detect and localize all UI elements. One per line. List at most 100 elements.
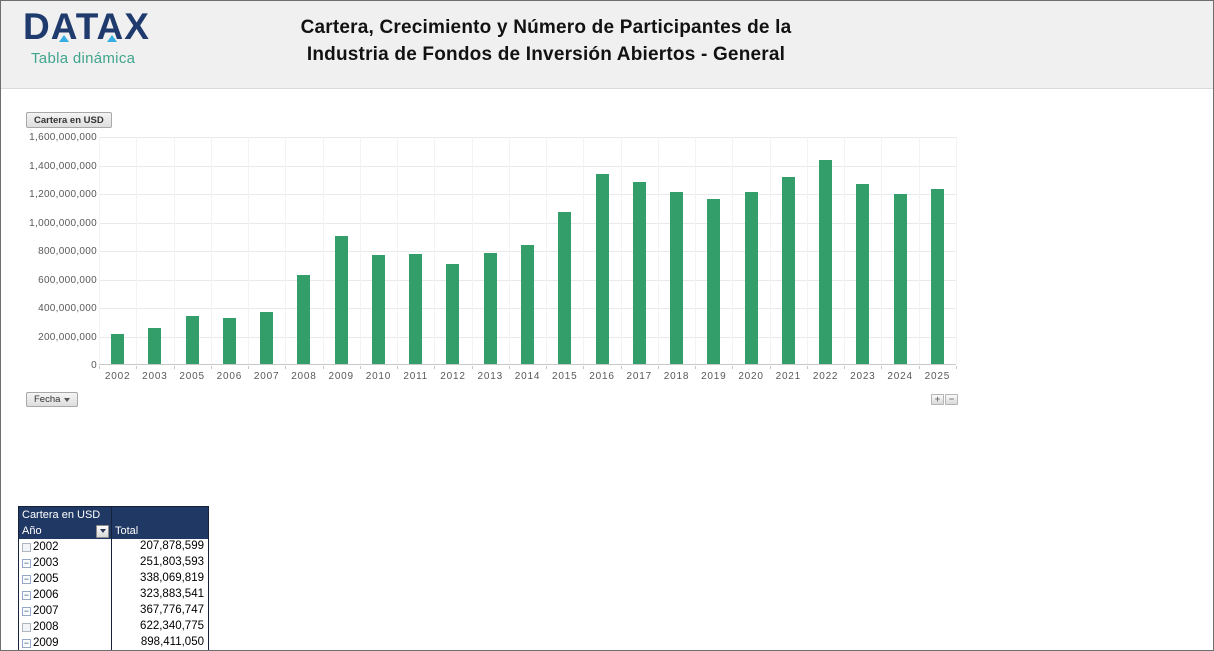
year-cell-label: 2006: [33, 588, 59, 601]
gridline: [881, 137, 882, 364]
bar-2022: [819, 160, 833, 364]
axis-field-button[interactable]: Fecha: [26, 392, 79, 407]
x-axis-tick-label: 2016: [589, 371, 615, 382]
axis-tick-mark: [323, 366, 324, 369]
collapse-item-icon[interactable]: −: [22, 637, 31, 648]
axis-tick-mark: [956, 366, 957, 369]
table-row: −2007 367,776,747: [19, 603, 208, 619]
gridline: [99, 165, 956, 167]
gridline: [99, 222, 956, 224]
axis-tick-mark: [583, 366, 584, 369]
bar-2015: [558, 211, 572, 364]
value-field-button-label: Cartera en USD: [34, 114, 104, 126]
axis-tick-mark: [844, 366, 845, 369]
bar-2005: [185, 315, 199, 364]
bar-2017: [632, 182, 646, 364]
year-cell-label: 2002: [33, 540, 59, 553]
gridline: [844, 137, 845, 364]
total-cell: 207,878,599: [140, 540, 204, 552]
axis-tick-mark: [919, 366, 920, 369]
gridline: [99, 137, 956, 138]
axis-tick-mark: [211, 366, 212, 369]
gridline: [509, 137, 510, 364]
gridline: [472, 137, 473, 364]
value-field-button[interactable]: Cartera en USD: [26, 112, 112, 128]
gridline: [323, 137, 324, 364]
x-axis-tick-label: 2015: [552, 371, 578, 382]
collapse-item-icon[interactable]: −: [22, 605, 31, 616]
table-row: 2002 207,878,599: [19, 539, 208, 555]
expand-item-icon[interactable]: [22, 622, 31, 632]
table-row: −2006 323,883,541: [19, 587, 208, 603]
x-axis-tick-label: 2007: [253, 371, 280, 382]
year-cell: 2002: [19, 539, 112, 555]
axis-tick-mark: [99, 366, 100, 369]
expand-field-button[interactable]: +: [931, 394, 944, 405]
year-cell-label: 2003: [33, 556, 59, 569]
x-axis-tick-label: 2024: [887, 371, 913, 382]
chart-expand-collapse-controls: + −: [931, 394, 958, 405]
collapse-field-button[interactable]: −: [945, 394, 958, 405]
total-cell: 323,883,541: [140, 588, 204, 600]
collapse-item-icon[interactable]: −: [22, 589, 31, 600]
y-axis: 1,600,000,000 1,400,000,000 1,200,000,000 1…: [9, 132, 97, 371]
axis-tick-mark: [770, 366, 771, 369]
bar-2003: [148, 328, 162, 364]
axis-tick-mark: [397, 366, 398, 369]
year-cell-label: 2008: [33, 620, 59, 633]
page-title: Cartera, Crecimiento y Número de Partici…: [251, 14, 841, 68]
pivot-table-title: Cartera en USD: [19, 507, 112, 523]
x-axis-tick-label: 2023: [850, 371, 876, 382]
bar-2014: [521, 245, 534, 364]
gridline: [621, 137, 622, 364]
bar-2007: [260, 311, 274, 364]
expand-item-icon[interactable]: [22, 542, 31, 552]
bar-2021: [781, 176, 795, 364]
gridline: [919, 137, 920, 364]
pivot-table-title-spacer: [112, 507, 207, 523]
year-cell-label: 2009: [33, 636, 59, 649]
bar-2009: [334, 235, 348, 364]
x-axis-tick-label: 2014: [514, 371, 541, 382]
axis-field-button-label: Fecha: [34, 394, 61, 405]
pivot-table-header-row: Año Total: [19, 523, 208, 539]
table-row: 2008 622,340,775: [19, 619, 208, 635]
axis-tick-mark: [695, 366, 696, 369]
pivot-table-title-row: Cartera en USD: [19, 507, 208, 523]
page-title-line2: Industria de Fondos de Inversión Abierto…: [306, 44, 786, 65]
y-axis-tick-label: 600,000,000: [38, 274, 97, 286]
bar-2013: [483, 252, 497, 364]
gridline: [174, 137, 175, 364]
filter-dropdown-icon: [99, 529, 106, 533]
pivot-table-body: 2002 207,878,599−2003 251,803,593−2005 338,…: [19, 539, 208, 650]
gridline: [546, 137, 547, 364]
year-cell-label: 2007: [33, 604, 59, 617]
x-axis-tick-label: 2005: [179, 371, 205, 382]
filter-dropdown-button[interactable]: [96, 524, 109, 538]
collapse-item-icon[interactable]: −: [22, 557, 31, 568]
axis-tick-mark: [360, 366, 361, 369]
bar-2025: [930, 189, 944, 364]
y-axis-tick-label: 1,200,000,000: [29, 189, 97, 200]
bar-2016: [595, 174, 609, 364]
bar-2019: [707, 198, 721, 364]
x-axis-tick-label: 2009: [328, 371, 354, 382]
x-axis-tick-label: 2013: [477, 371, 503, 382]
table-row: −2003 251,803,593: [19, 555, 208, 571]
x-axis-tick-label: 2025: [924, 371, 951, 382]
total-column-header: Total: [115, 525, 139, 537]
year-cell: −2009: [19, 635, 112, 650]
y-axis-tick-label: 400,000,000: [38, 303, 97, 314]
axis-tick-mark: [472, 366, 473, 369]
axis-tick-mark: [285, 366, 286, 369]
x-axis-tick-label: 2012: [440, 371, 466, 382]
table-row: −2009 898,411,050: [19, 635, 208, 650]
chart-plot-area: [99, 137, 957, 365]
bar-2011: [409, 253, 423, 364]
collapse-item-icon[interactable]: −: [22, 573, 31, 584]
year-column-header-label: Año: [22, 525, 42, 537]
total-cell: 367,776,747: [140, 604, 204, 616]
bar-2024: [893, 194, 907, 364]
axis-tick-mark: [732, 366, 733, 369]
gridline: [807, 137, 808, 364]
